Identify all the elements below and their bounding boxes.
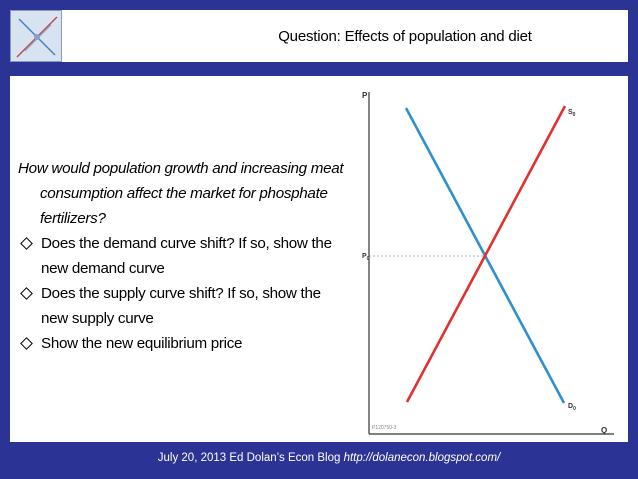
question-text: How would population growth and increasi…: [18, 160, 344, 227]
title-bar: Question: Effects of population and diet: [62, 10, 628, 62]
diamond-bullet-icon: [20, 337, 33, 350]
bullet-item: Show the new equilibrium price: [18, 331, 348, 356]
logo-graph-icon: [11, 11, 61, 61]
footer-text: July 20, 2013 Ed Dolan’s Econ Blog: [157, 452, 344, 464]
price-label: P0: [362, 253, 370, 262]
slide-title: Question: Effects of population and diet: [278, 27, 532, 45]
x-axis-label: Q: [601, 426, 607, 435]
blog-url-link[interactable]: http://dolanecon.blogspot.com/: [343, 452, 501, 464]
diamond-bullet-icon: [20, 287, 33, 300]
bullet-item: Does the supply curve shift? If so, show…: [18, 281, 348, 331]
y-axis-label: P: [362, 91, 368, 100]
bullet-text: Show the new equilibrium price: [41, 335, 243, 352]
question-text-block: How would population growth and increasi…: [18, 156, 348, 356]
slide-content: How would population growth and increasi…: [10, 76, 628, 442]
figure-id: P120750-3: [372, 425, 397, 431]
demand-curve-label: D0: [568, 403, 576, 412]
supply-demand-diagram: P Q P0 S0 D0 P120750-3: [362, 91, 614, 435]
footer: July 20, 2013 Ed Dolan’s Econ Blog http:…: [0, 452, 638, 464]
diamond-bullet-icon: [20, 237, 33, 250]
supply-curve-label: S0: [568, 109, 576, 118]
blog-logo-image: [10, 10, 62, 62]
bullet-text: Does the supply curve shift? If so, show…: [41, 285, 321, 327]
bullet-text: Does the demand curve shift? If so, show…: [41, 235, 332, 277]
bullet-item: Does the demand curve shift? If so, show…: [18, 231, 348, 281]
supply-curve: [405, 105, 567, 403]
